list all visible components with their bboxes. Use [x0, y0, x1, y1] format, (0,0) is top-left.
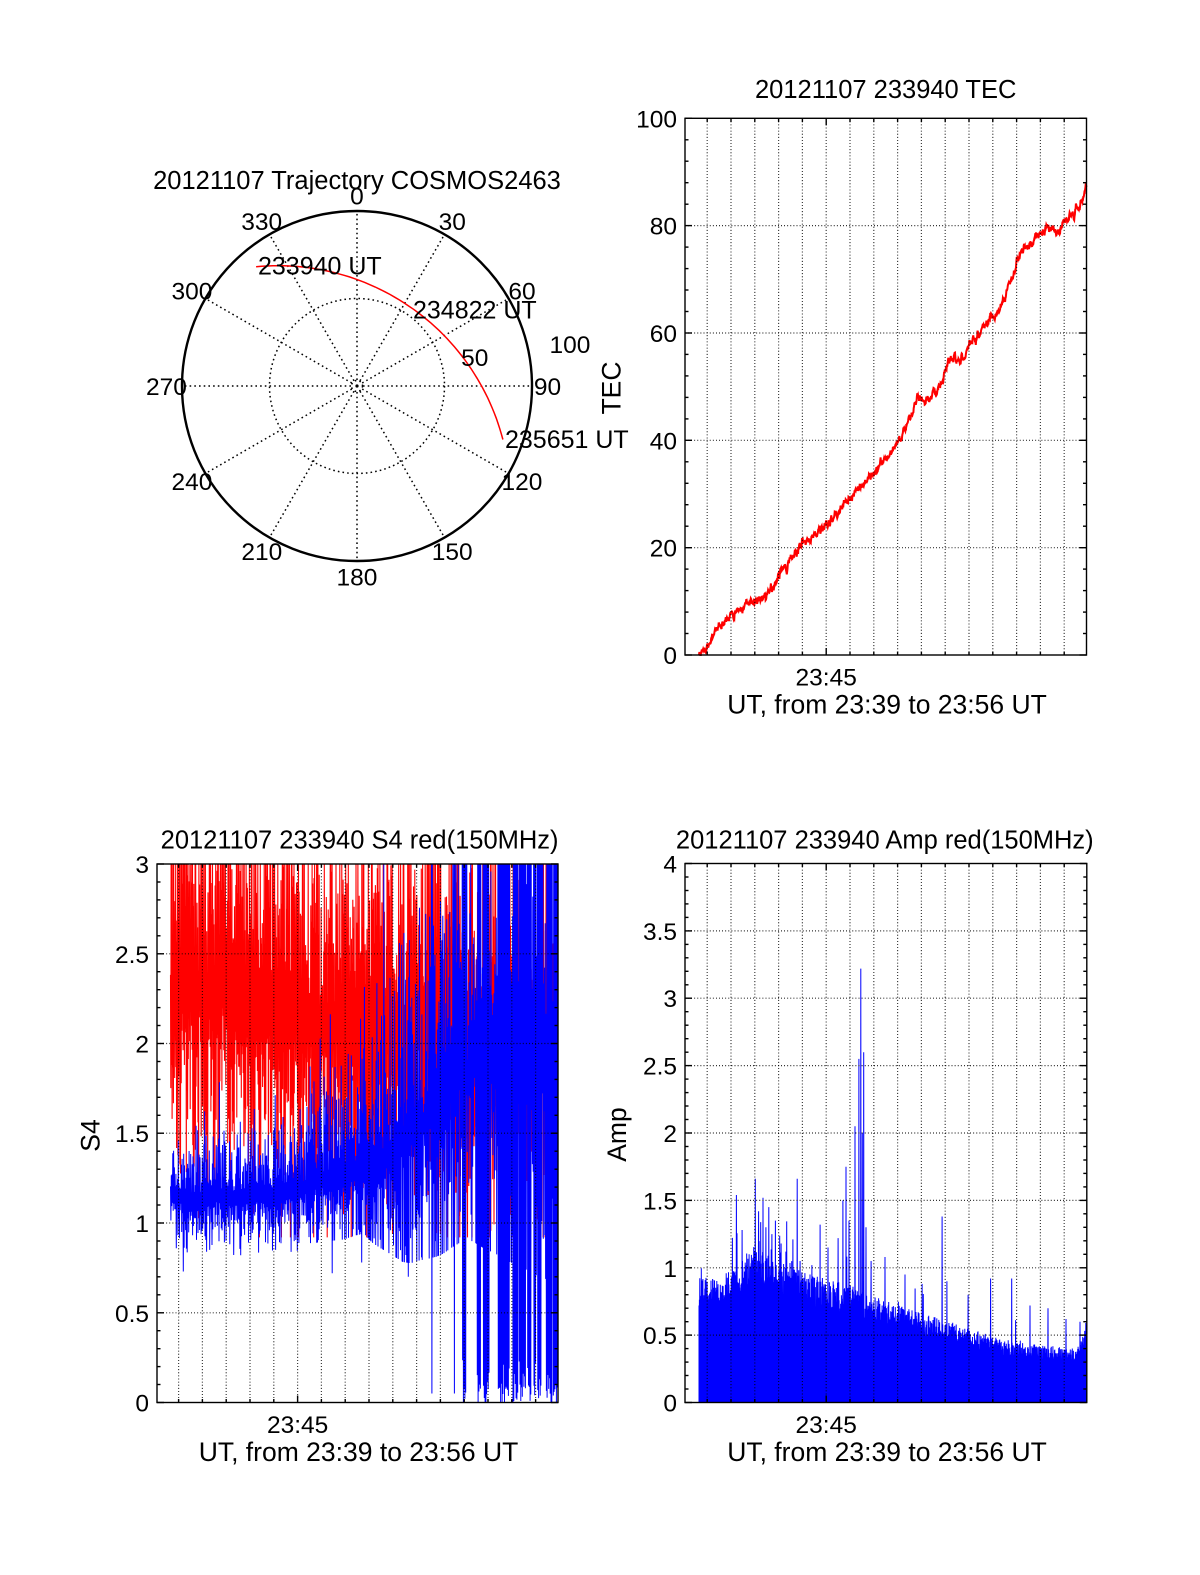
svg-text:235651 UT: 235651 UT: [505, 426, 629, 454]
svg-text:3: 3: [135, 852, 149, 879]
svg-text:UT, from 23:39 to 23:56 UT: UT, from 23:39 to 23:56 UT: [727, 1437, 1047, 1467]
svg-text:120: 120: [502, 469, 543, 496]
svg-text:100: 100: [550, 332, 591, 359]
svg-text:23:45: 23:45: [796, 1412, 857, 1439]
svg-text:4: 4: [663, 852, 677, 879]
svg-text:80: 80: [650, 214, 677, 241]
svg-text:210: 210: [241, 539, 282, 566]
svg-text:20121107 233940 S4 red(150MHz): 20121107 233940 S4 red(150MHz): [161, 827, 559, 855]
svg-text:0: 0: [350, 183, 364, 210]
svg-text:1: 1: [135, 1211, 149, 1238]
svg-text:90: 90: [534, 374, 561, 401]
svg-text:0: 0: [663, 1391, 677, 1418]
svg-text:2: 2: [663, 1121, 677, 1148]
svg-text:3.5: 3.5: [643, 919, 677, 946]
svg-text:23:45: 23:45: [267, 1412, 328, 1439]
svg-text:180: 180: [337, 564, 378, 591]
svg-text:60: 60: [650, 321, 677, 348]
svg-text:2.5: 2.5: [643, 1054, 677, 1081]
svg-text:233940 UT: 233940 UT: [258, 253, 382, 281]
svg-text:TEC: TEC: [597, 362, 627, 415]
svg-text:20: 20: [650, 536, 677, 563]
svg-text:3: 3: [663, 986, 677, 1013]
svg-text:234822 UT: 234822 UT: [413, 297, 537, 325]
svg-text:300: 300: [172, 279, 213, 306]
svg-text:330: 330: [241, 209, 282, 236]
svg-text:60: 60: [508, 279, 535, 306]
svg-text:2: 2: [135, 1032, 149, 1059]
svg-text:0: 0: [135, 1391, 149, 1418]
svg-text:1.5: 1.5: [643, 1188, 677, 1215]
svg-text:1.5: 1.5: [115, 1121, 149, 1148]
svg-text:0.5: 0.5: [643, 1323, 677, 1350]
svg-text:150: 150: [432, 539, 473, 566]
svg-text:UT, from 23:39 to 23:56 UT: UT, from 23:39 to 23:56 UT: [199, 1437, 519, 1467]
svg-text:1: 1: [663, 1256, 677, 1283]
svg-text:30: 30: [439, 209, 466, 236]
svg-text:23:45: 23:45: [796, 665, 857, 692]
svg-text:Amp: Amp: [602, 1107, 632, 1162]
svg-text:S4: S4: [76, 1119, 106, 1151]
svg-text:240: 240: [172, 469, 213, 496]
svg-text:50: 50: [461, 345, 488, 372]
svg-text:270: 270: [146, 374, 187, 401]
svg-text:100: 100: [636, 106, 677, 133]
svg-text:40: 40: [650, 428, 677, 455]
svg-text:0: 0: [663, 643, 677, 670]
svg-text:20121107 233940 TEC: 20121107 233940 TEC: [755, 76, 1016, 104]
svg-text:UT, from 23:39 to 23:56 UT: UT, from 23:39 to 23:56 UT: [727, 690, 1047, 720]
svg-text:2.5: 2.5: [115, 942, 149, 969]
svg-text:20121107 233940 Amp red(150MHz: 20121107 233940 Amp red(150MHz): [676, 827, 1094, 855]
svg-text:0.5: 0.5: [115, 1301, 149, 1328]
svg-text:20121107 Trajectory COSMOS2463: 20121107 Trajectory COSMOS2463: [153, 167, 561, 195]
